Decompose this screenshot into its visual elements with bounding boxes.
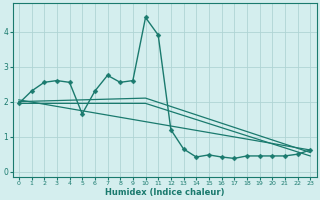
X-axis label: Humidex (Indice chaleur): Humidex (Indice chaleur) (105, 188, 224, 197)
